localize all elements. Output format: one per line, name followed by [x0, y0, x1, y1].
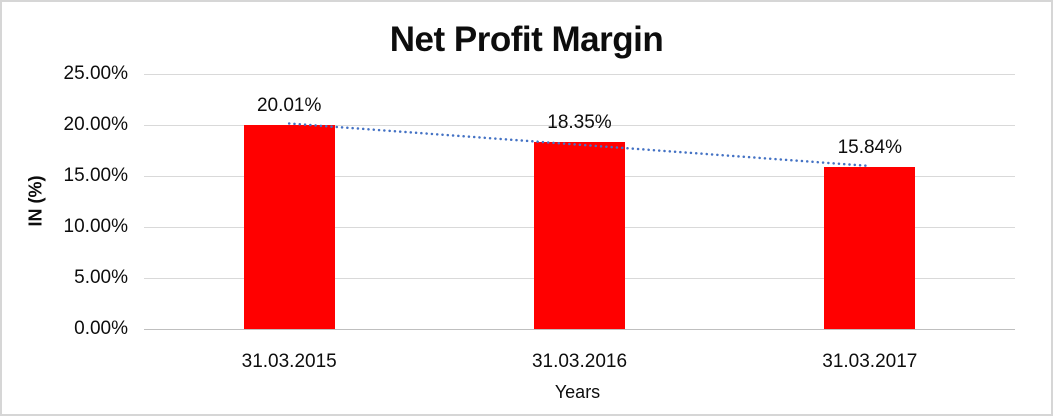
bar — [243, 124, 335, 329]
bar — [824, 167, 916, 329]
y-tick-label: 5.00% — [74, 267, 128, 288]
bar-data-label: 15.84% — [837, 137, 903, 159]
chart-title: Net Profit Margin — [389, 20, 664, 59]
x-axis-line — [144, 329, 1015, 330]
bar-data-label: 18.35% — [547, 111, 612, 133]
y-tick-label: 10.00% — [63, 216, 128, 237]
gridline — [144, 74, 1015, 75]
bar-data-label: 20.01% — [256, 94, 322, 116]
x-tick-label: 31.03.2015 — [241, 351, 337, 372]
y-tick-label: 15.00% — [63, 165, 128, 186]
y-tick-label: 25.00% — [63, 63, 128, 84]
x-tick-label: 31.03.2017 — [822, 351, 918, 372]
bar — [534, 141, 625, 329]
x-tick-label: 31.03.2016 — [531, 351, 628, 372]
y-tick-label: 20.00% — [63, 114, 128, 135]
x-axis-title: Years — [554, 382, 601, 402]
y-tick-label: 0.00% — [74, 318, 128, 339]
